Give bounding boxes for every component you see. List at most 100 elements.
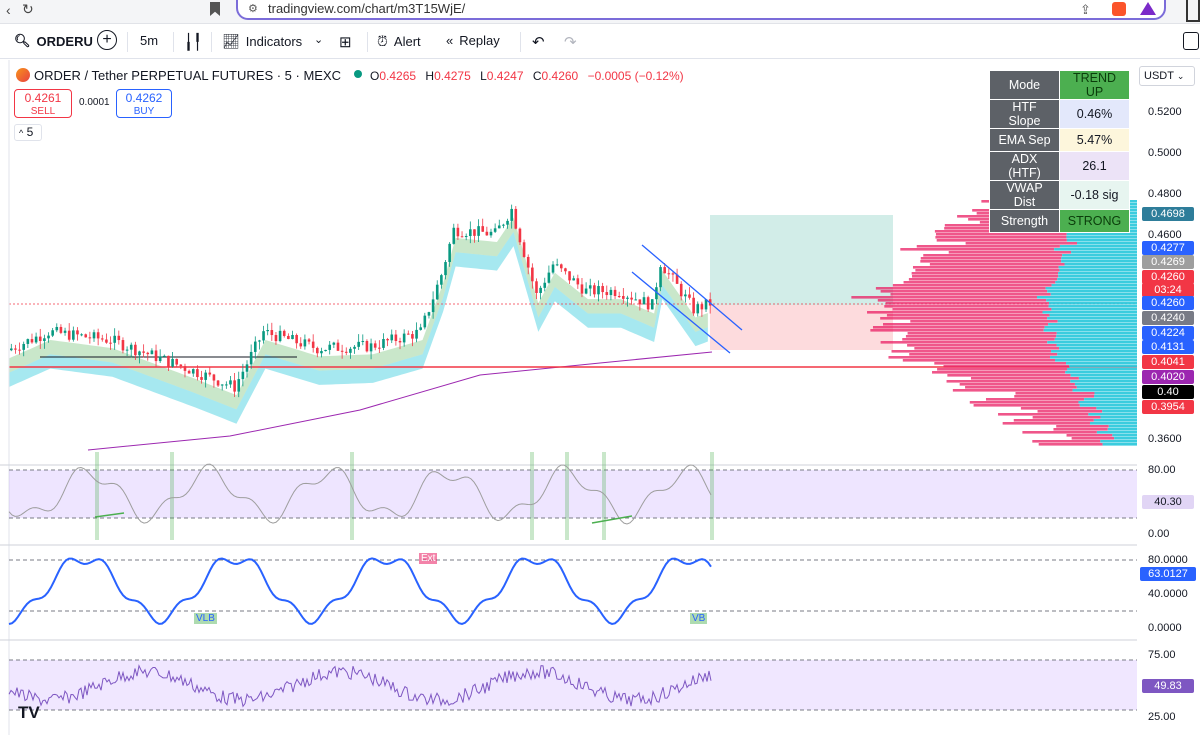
- volume-bar-buy: [1066, 233, 1137, 236]
- stats-value: TREND UP: [1059, 70, 1130, 100]
- volume-bar-sell: [891, 350, 1052, 353]
- tradingview-logo[interactable]: TV: [18, 703, 40, 722]
- candle-body: [336, 342, 340, 351]
- alert-button[interactable]: ⏰︎ Alert: [377, 33, 421, 50]
- volume-bar-buy: [1057, 278, 1137, 281]
- volume-bar-buy: [1102, 443, 1137, 446]
- volume-bar-buy: [1066, 362, 1137, 365]
- open-value: 0.4265: [379, 69, 417, 83]
- candle-body: [473, 229, 476, 236]
- chart-type-icon[interactable]: ╽╿: [184, 34, 203, 51]
- candle-body: [435, 284, 439, 300]
- redo-icon[interactable]: ↷: [564, 34, 577, 51]
- volume-bar-buy: [1037, 296, 1137, 299]
- candle-body: [531, 267, 534, 282]
- reload-icon[interactable]: ↻: [22, 1, 34, 17]
- currency-selector[interactable]: USDT ⌄: [1139, 66, 1195, 86]
- volume-bar-buy: [1066, 239, 1137, 242]
- indicators-label: Indicators: [245, 34, 303, 49]
- candle-body: [212, 374, 216, 381]
- back-icon[interactable]: ‹: [6, 2, 11, 18]
- share-icon[interactable]: ⇪: [1080, 2, 1091, 17]
- chart-toolbar: 🔍︎ ORDERU + 5m ╽╿ 📈︎ Indicators ⌄ ⊞ ⏰︎ A…: [0, 25, 1200, 59]
- chevron-down-icon: ⌄: [1176, 71, 1185, 81]
- candle-body: [572, 278, 575, 281]
- buy-price: 0.4262: [125, 91, 163, 105]
- compare-add-icon[interactable]: +: [97, 30, 117, 50]
- volume-bar-sell: [935, 233, 1067, 236]
- search-icon: 🔍︎: [14, 33, 31, 48]
- candle-body: [386, 338, 389, 341]
- buy-button[interactable]: 0.4262 BUY: [116, 89, 172, 118]
- price-tag: 0.4224: [1142, 326, 1194, 340]
- site-settings-icon[interactable]: ⚙: [248, 3, 258, 15]
- volume-bar-buy: [1046, 299, 1137, 302]
- indicators-dropdown-icon[interactable]: ⌄: [314, 34, 324, 46]
- candle-body: [584, 288, 588, 294]
- layout-panel-icon[interactable]: [1183, 32, 1199, 50]
- volume-bar-buy: [1047, 290, 1137, 293]
- bookmark-icon[interactable]: [210, 2, 220, 16]
- stats-row: HTF Slope 0.46%: [989, 99, 1130, 129]
- volume-bar-buy: [1047, 317, 1137, 320]
- volume-bar-buy: [1058, 272, 1137, 275]
- candle-body: [440, 275, 443, 285]
- layouts-grid-icon[interactable]: ⊞: [339, 34, 352, 51]
- candle-body: [241, 371, 245, 380]
- sidebar-toggle-icon[interactable]: [1186, 0, 1200, 22]
- candle-body: [270, 330, 274, 336]
- candle-body: [522, 242, 526, 257]
- candle-body: [481, 226, 485, 232]
- candle-body: [311, 341, 315, 348]
- candle-body: [258, 340, 261, 342]
- chart-canvas[interactable]: [0, 60, 1200, 735]
- signal-highlight: [602, 452, 606, 540]
- price-tag: 0.4698: [1142, 207, 1194, 221]
- volume-bar-buy: [1084, 398, 1137, 401]
- volume-bar-sell: [883, 323, 1049, 326]
- candle-body: [220, 384, 224, 386]
- candle-body: [274, 335, 278, 342]
- candle-body: [22, 343, 26, 350]
- candle-body: [593, 285, 596, 295]
- volume-bar-buy: [1049, 314, 1137, 317]
- interval-label: 5m: [140, 33, 159, 48]
- candle-body: [684, 294, 687, 297]
- volume-bar-sell: [905, 335, 1057, 338]
- volume-profile: [851, 200, 1137, 446]
- candle-body: [638, 299, 642, 305]
- candle-body: [26, 339, 30, 344]
- open-label: O: [370, 69, 380, 83]
- candle-body: [617, 296, 621, 298]
- candle-body: [415, 329, 418, 339]
- candle-body: [76, 330, 79, 335]
- candle-body: [179, 364, 183, 367]
- candle-body: [332, 342, 336, 345]
- interval-button[interactable]: 5m: [140, 33, 158, 48]
- indicators-collapse-button[interactable]: ^ 5: [14, 124, 42, 141]
- price-tag: 0.4131: [1142, 340, 1194, 354]
- sell-button[interactable]: 0.4261 SELL: [14, 89, 72, 118]
- stoch-tick-0: 0.00: [1148, 528, 1170, 540]
- candle-body: [138, 351, 141, 356]
- candle-body: [663, 267, 666, 274]
- candle-body: [175, 358, 179, 365]
- osc-label-vlb: VLB: [194, 613, 217, 624]
- candle-body: [675, 274, 679, 284]
- candle-body: [237, 379, 241, 392]
- rewards-icon[interactable]: [1140, 2, 1156, 15]
- candle-body: [63, 330, 67, 333]
- symbol-legend-title[interactable]: ORDER / Tether PERPETUAL FUTURES · 5 · M…: [16, 68, 341, 83]
- brave-shield-icon[interactable]: [1112, 2, 1126, 16]
- currency-label: USDT: [1144, 70, 1174, 82]
- long-position-stop-zone: [710, 305, 893, 350]
- candle-body: [229, 380, 232, 385]
- indicators-button[interactable]: 📈︎ Indicators: [222, 33, 302, 50]
- address-bar[interactable]: [236, 0, 1166, 20]
- volume-bar-sell: [885, 302, 1049, 305]
- replay-button[interactable]: « Replay: [446, 33, 500, 48]
- price-tag: 0.4020: [1142, 370, 1194, 384]
- volume-bar-sell: [902, 338, 1055, 341]
- undo-icon[interactable]: ↶: [532, 34, 545, 51]
- symbol-search[interactable]: 🔍︎ ORDERU: [14, 33, 93, 49]
